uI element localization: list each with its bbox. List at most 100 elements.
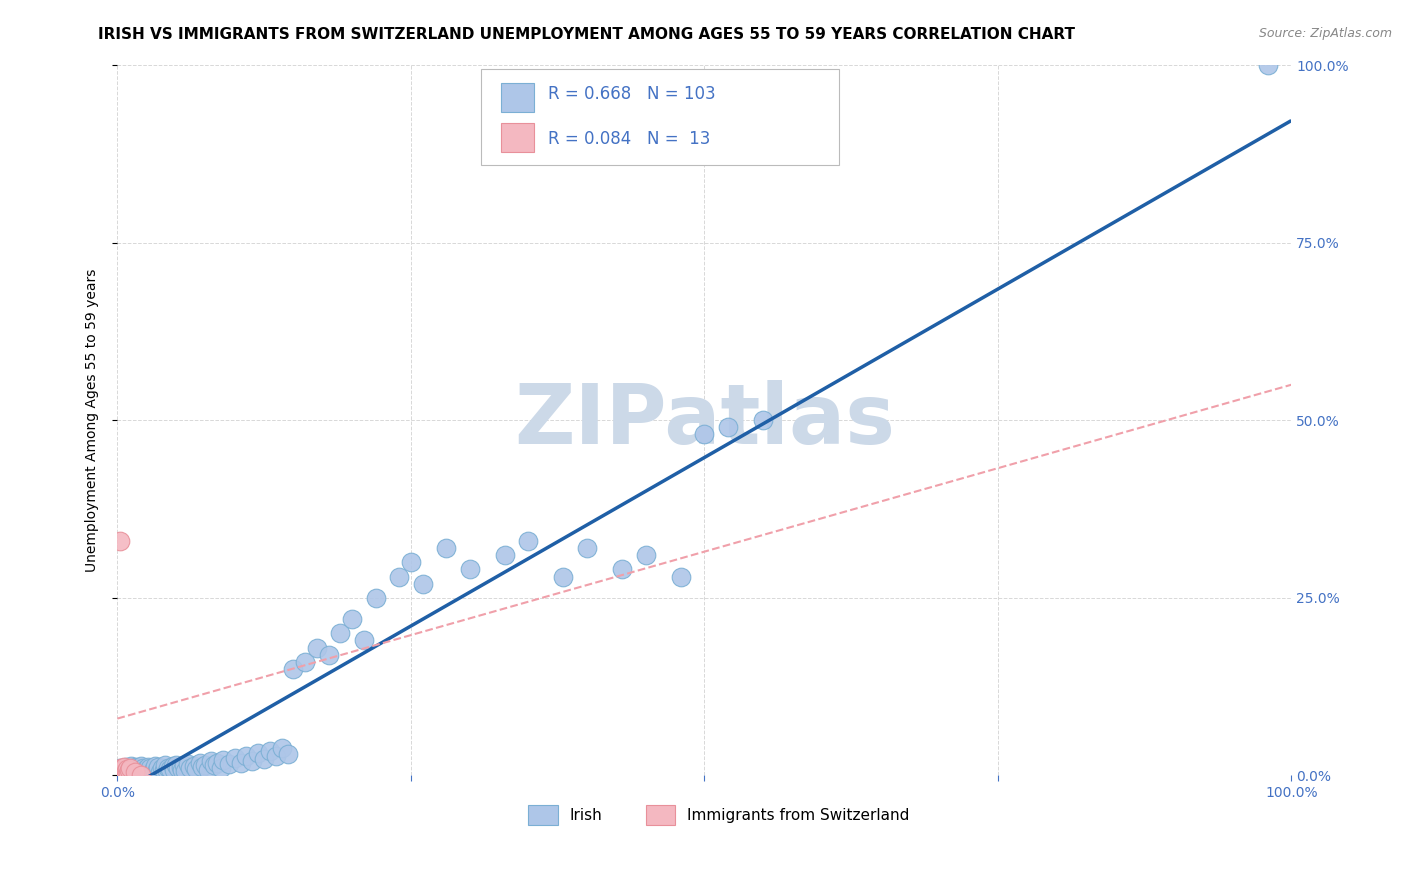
Point xyxy=(240,754,263,768)
FancyBboxPatch shape xyxy=(502,82,534,112)
Point xyxy=(112,763,135,777)
Point xyxy=(247,746,270,760)
Point xyxy=(388,569,411,583)
Point xyxy=(129,768,152,782)
Point xyxy=(110,761,132,775)
Point xyxy=(294,655,316,669)
Point xyxy=(112,765,135,780)
Point xyxy=(131,764,153,779)
Point xyxy=(202,758,225,772)
Point xyxy=(135,762,157,776)
Point xyxy=(575,541,598,555)
Point xyxy=(494,548,516,562)
Point xyxy=(143,759,166,773)
Point xyxy=(114,760,136,774)
Point xyxy=(111,763,134,777)
Point xyxy=(174,764,197,779)
Point xyxy=(353,633,375,648)
Point xyxy=(114,764,136,779)
Point xyxy=(124,764,146,779)
Point xyxy=(170,760,193,774)
Text: Source: ZipAtlas.com: Source: ZipAtlas.com xyxy=(1258,27,1392,40)
Point xyxy=(142,762,165,776)
Point xyxy=(229,756,252,770)
Text: IRISH VS IMMIGRANTS FROM SWITZERLAND UNEMPLOYMENT AMONG AGES 55 TO 59 YEARS CORR: IRISH VS IMMIGRANTS FROM SWITZERLAND UNE… xyxy=(98,27,1076,42)
Point xyxy=(118,764,141,778)
Point xyxy=(305,640,328,655)
Point xyxy=(129,759,152,773)
Point xyxy=(135,764,157,778)
Point xyxy=(120,761,142,775)
Text: Irish: Irish xyxy=(569,807,602,822)
Point xyxy=(132,761,155,775)
Point xyxy=(125,766,148,780)
Point xyxy=(127,761,149,775)
Point xyxy=(122,765,145,780)
Point xyxy=(115,765,138,780)
Point xyxy=(235,748,257,763)
Point xyxy=(212,753,235,767)
Point xyxy=(259,743,281,757)
Point xyxy=(162,759,184,773)
Point xyxy=(115,762,138,776)
Point xyxy=(553,569,575,583)
Point xyxy=(156,764,179,779)
Point xyxy=(111,764,134,779)
Point xyxy=(120,763,142,777)
Point xyxy=(108,534,131,549)
Point xyxy=(115,762,138,776)
Point xyxy=(142,764,165,779)
Point xyxy=(188,756,211,770)
Point xyxy=(283,662,305,676)
Point xyxy=(148,760,170,774)
Point xyxy=(270,741,292,756)
Text: ZIPatlas: ZIPatlas xyxy=(513,380,894,461)
Point xyxy=(693,427,716,442)
Point xyxy=(120,766,142,780)
Point xyxy=(107,764,129,779)
Y-axis label: Unemployment Among Ages 55 to 59 years: Unemployment Among Ages 55 to 59 years xyxy=(86,268,100,572)
Point xyxy=(264,749,287,764)
Point xyxy=(612,562,634,576)
Point xyxy=(218,757,240,772)
FancyBboxPatch shape xyxy=(645,805,675,825)
Point xyxy=(200,754,222,768)
Point xyxy=(277,747,299,761)
Point xyxy=(412,576,434,591)
Point xyxy=(669,569,692,583)
Text: R = 0.084   N =  13: R = 0.084 N = 13 xyxy=(548,130,710,148)
Point xyxy=(177,757,200,772)
FancyBboxPatch shape xyxy=(529,805,558,825)
Point xyxy=(434,541,457,555)
Point xyxy=(224,750,246,764)
Point xyxy=(128,765,150,780)
Point xyxy=(134,765,156,780)
Point xyxy=(121,761,143,775)
Point xyxy=(399,555,422,569)
Point xyxy=(209,761,232,775)
FancyBboxPatch shape xyxy=(481,69,839,164)
Point xyxy=(179,761,201,775)
Point xyxy=(184,762,207,776)
Point xyxy=(159,762,181,776)
Point xyxy=(118,761,141,775)
Point xyxy=(517,534,540,549)
Point xyxy=(329,626,352,640)
Point xyxy=(194,757,217,772)
Point xyxy=(108,761,131,775)
FancyBboxPatch shape xyxy=(502,122,534,153)
Point xyxy=(318,648,340,662)
Point xyxy=(1257,58,1279,72)
Point xyxy=(205,756,228,771)
Point xyxy=(112,766,135,780)
Point xyxy=(167,761,190,775)
Point xyxy=(127,764,149,779)
Point xyxy=(155,758,177,772)
Point xyxy=(124,764,146,779)
Point xyxy=(118,764,141,778)
Point xyxy=(163,764,186,778)
Point xyxy=(136,760,159,774)
Point xyxy=(191,760,214,774)
Point xyxy=(121,764,143,779)
Text: R = 0.668   N = 103: R = 0.668 N = 103 xyxy=(548,86,716,103)
